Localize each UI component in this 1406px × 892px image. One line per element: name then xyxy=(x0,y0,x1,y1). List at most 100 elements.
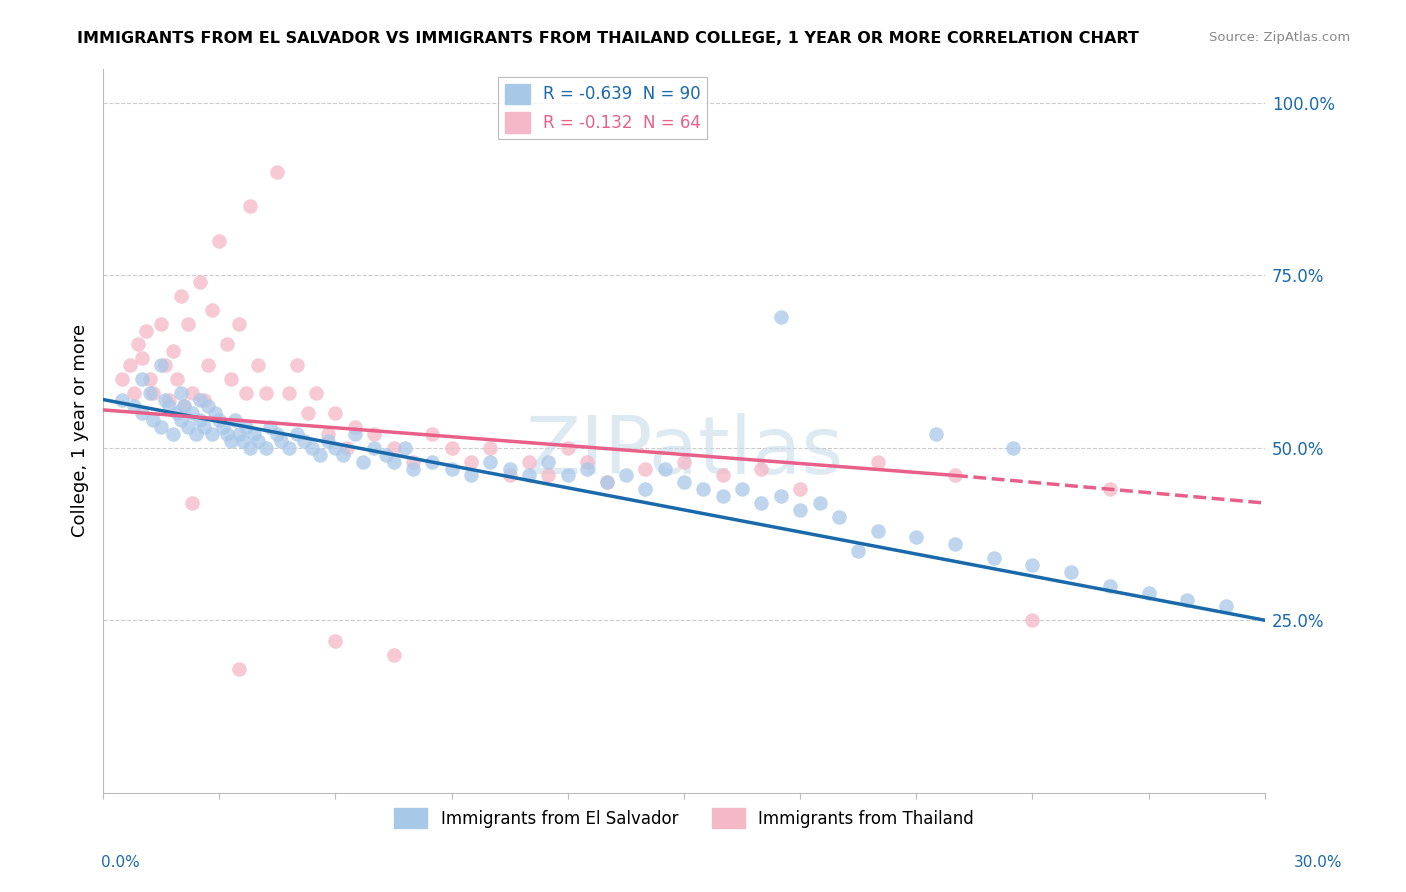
Y-axis label: College, 1 year or more: College, 1 year or more xyxy=(72,324,89,537)
Point xyxy=(751,461,773,475)
Point xyxy=(120,358,142,372)
Point xyxy=(363,441,385,455)
Point xyxy=(239,199,262,213)
Point xyxy=(215,337,238,351)
Point xyxy=(654,461,676,475)
Point xyxy=(181,496,204,510)
Point xyxy=(259,420,281,434)
Point xyxy=(297,406,319,420)
Point xyxy=(142,385,165,400)
Point xyxy=(808,496,831,510)
Point xyxy=(517,455,540,469)
Point xyxy=(672,475,695,490)
Point xyxy=(751,496,773,510)
Point xyxy=(309,448,332,462)
Point xyxy=(499,468,522,483)
Point xyxy=(294,434,316,448)
Point xyxy=(219,434,242,448)
Point xyxy=(731,482,754,496)
Point xyxy=(169,289,191,303)
Point xyxy=(131,406,153,420)
Point xyxy=(243,427,266,442)
Point xyxy=(1215,599,1237,614)
Point xyxy=(181,406,204,420)
Point xyxy=(924,427,946,442)
Point xyxy=(1021,613,1043,627)
Point xyxy=(122,385,145,400)
Point xyxy=(150,317,173,331)
Point xyxy=(846,544,869,558)
Point xyxy=(254,441,277,455)
Point xyxy=(270,434,292,448)
Point xyxy=(537,455,560,469)
Point xyxy=(1137,585,1160,599)
Point xyxy=(208,413,231,427)
Point xyxy=(131,351,153,366)
Point xyxy=(336,441,359,455)
Point xyxy=(943,537,966,551)
Point xyxy=(460,455,482,469)
Point xyxy=(325,406,347,420)
Point xyxy=(769,310,792,324)
Point xyxy=(595,475,617,490)
Point xyxy=(316,434,339,448)
Point xyxy=(285,427,308,442)
Point xyxy=(247,358,270,372)
Point xyxy=(285,358,308,372)
Point xyxy=(595,475,617,490)
Point xyxy=(828,509,851,524)
Point xyxy=(499,461,522,475)
Point xyxy=(153,392,176,407)
Point xyxy=(352,455,374,469)
Point xyxy=(173,400,195,414)
Point xyxy=(634,482,657,496)
Point xyxy=(266,427,288,442)
Point xyxy=(228,317,250,331)
Point xyxy=(169,413,191,427)
Point xyxy=(235,420,257,434)
Point xyxy=(332,448,354,462)
Point xyxy=(142,413,165,427)
Point xyxy=(1098,579,1121,593)
Point xyxy=(166,372,188,386)
Text: 0.0%: 0.0% xyxy=(101,855,141,870)
Point xyxy=(177,317,200,331)
Point xyxy=(363,427,385,442)
Point xyxy=(672,455,695,469)
Point xyxy=(711,468,734,483)
Point xyxy=(479,441,502,455)
Point xyxy=(301,441,323,455)
Point xyxy=(278,441,301,455)
Point xyxy=(1021,558,1043,572)
Point xyxy=(325,441,347,455)
Point xyxy=(235,385,257,400)
Point xyxy=(153,358,176,372)
Point xyxy=(1098,482,1121,496)
Point xyxy=(692,482,714,496)
Point xyxy=(200,427,222,442)
Point xyxy=(1002,441,1025,455)
Point xyxy=(769,489,792,503)
Point xyxy=(197,400,219,414)
Point xyxy=(614,468,637,483)
Point xyxy=(460,468,482,483)
Point xyxy=(150,420,173,434)
Point xyxy=(325,634,347,648)
Point xyxy=(374,448,396,462)
Point xyxy=(537,468,560,483)
Point xyxy=(150,358,173,372)
Point xyxy=(557,468,579,483)
Point xyxy=(200,302,222,317)
Point xyxy=(127,337,149,351)
Point xyxy=(254,385,277,400)
Point xyxy=(212,420,235,434)
Point xyxy=(420,455,443,469)
Point xyxy=(905,531,928,545)
Point xyxy=(173,400,195,414)
Point xyxy=(866,455,889,469)
Point xyxy=(184,427,207,442)
Point xyxy=(278,385,301,400)
Point xyxy=(1060,565,1083,579)
Point xyxy=(402,455,425,469)
Point xyxy=(343,427,366,442)
